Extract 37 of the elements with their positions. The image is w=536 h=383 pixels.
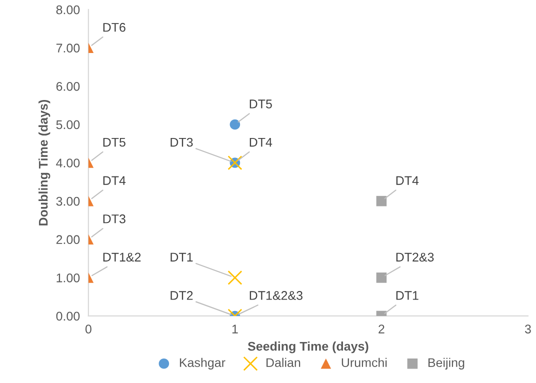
y-tick-label: 8.00 — [56, 5, 80, 14]
data-label: DT4 — [250, 138, 272, 147]
y-tick-label: 7.00 — [56, 44, 80, 53]
point — [230, 119, 240, 130]
data-label: DT2 — [170, 291, 193, 300]
y-tick-label: 3.00 — [56, 196, 80, 206]
data-label: DT3 — [170, 138, 193, 147]
legend-label: Urumchi — [342, 358, 387, 368]
data-label: DT6 — [103, 22, 126, 32]
data-label: DT5 — [250, 100, 272, 108]
legend-label: Kashgar — [180, 358, 226, 370]
y-tick-label: 4.00 — [56, 158, 80, 168]
point — [376, 196, 387, 206]
data-label: DT1&2 — [103, 252, 141, 262]
x-tick-label: 2 — [378, 324, 384, 334]
data-label: DT4 — [396, 176, 419, 185]
data-label: DT1&2&3 — [250, 291, 302, 300]
y-tick-label: 6.00 — [56, 82, 80, 91]
y-tick-label: 5.00 — [56, 120, 80, 130]
data-label: DT3 — [103, 214, 126, 224]
legend-label: Dalian — [266, 358, 300, 368]
data-label: DT1 — [396, 291, 418, 300]
y-tick-label: 2.00 — [56, 235, 80, 244]
data-label: DT1 — [170, 252, 193, 262]
x-axis-title: Seeding Time (days) — [248, 342, 368, 354]
x-tick-label: 3 — [524, 324, 531, 334]
point — [376, 272, 387, 283]
y-tick-label: 0.00 — [56, 312, 80, 321]
data-label: DT2&3 — [396, 252, 434, 262]
data-label: DT5 — [103, 138, 126, 147]
x-tick-label: 1 — [232, 324, 238, 334]
y-tick-label: 1.00 — [56, 273, 80, 282]
legend-label: Beijing — [428, 358, 464, 370]
x-tick-label: 0 — [85, 324, 92, 334]
point — [228, 270, 242, 285]
data-label: DT4 — [103, 176, 126, 185]
y-axis-title: Doubling Time (days) — [38, 100, 50, 226]
